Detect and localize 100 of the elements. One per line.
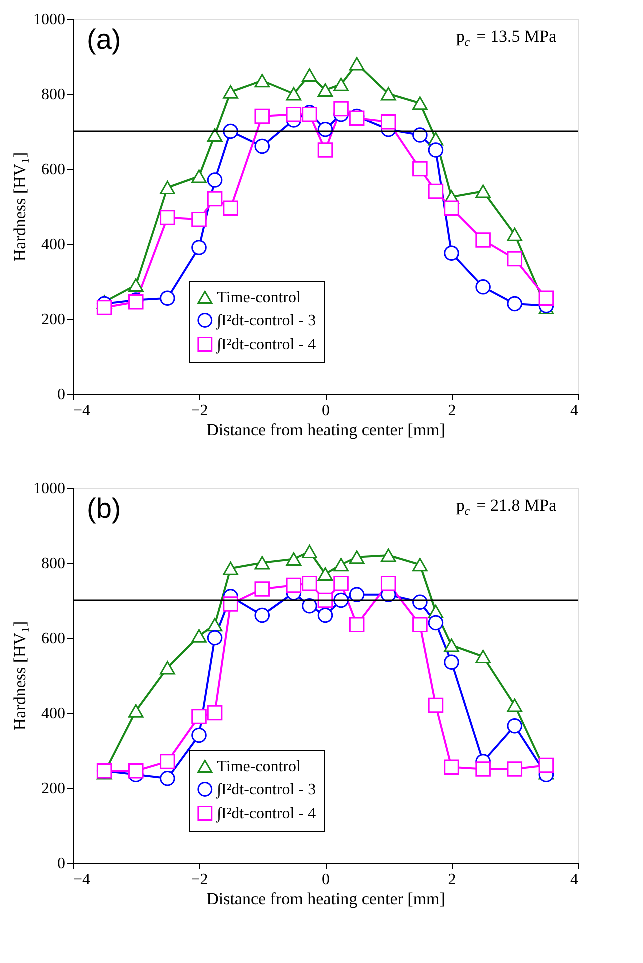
point (507, 718, 523, 734)
point (334, 78, 349, 92)
point (380, 548, 396, 562)
legend-label: ∫I²dt-control - 3 (216, 782, 316, 800)
x-tick-label: −2 (191, 872, 208, 888)
point (334, 101, 349, 117)
point (476, 762, 491, 777)
point (286, 552, 302, 566)
point (207, 630, 223, 646)
point (128, 763, 144, 779)
point (192, 240, 207, 256)
point (476, 279, 491, 295)
point (507, 251, 523, 267)
point (444, 638, 460, 652)
point (302, 598, 318, 614)
point (318, 608, 334, 624)
point (349, 550, 365, 564)
point (128, 704, 144, 718)
point (96, 300, 112, 316)
point (507, 296, 523, 312)
x-tick-label: −4 (74, 402, 91, 420)
y-tick-label: 400 (42, 236, 66, 254)
point (349, 57, 365, 71)
y-tick-label: 400 (42, 706, 66, 722)
y-tick-label: 800 (42, 556, 66, 572)
y-tick-label: 200 (42, 780, 66, 798)
point (444, 760, 460, 776)
point (334, 576, 349, 592)
point (412, 161, 428, 177)
point (444, 200, 460, 216)
point (207, 618, 223, 632)
point (160, 181, 176, 194)
point (507, 698, 523, 712)
point (223, 562, 238, 576)
point (160, 210, 176, 226)
x-tick-label: −4 (74, 872, 91, 888)
point (223, 85, 238, 99)
x-tick-label: 0 (322, 872, 330, 888)
point (254, 582, 270, 597)
x-tick-label: 4 (570, 872, 578, 888)
x-axis-title: Distance from heating center [mm] (206, 420, 446, 440)
point (428, 184, 444, 200)
point (538, 290, 554, 306)
point (192, 170, 207, 184)
point (380, 87, 396, 101)
point (538, 758, 554, 774)
point (207, 705, 223, 721)
point (476, 650, 491, 664)
point (192, 728, 207, 744)
x-tick-label: 0 (322, 402, 330, 420)
legend-label: Time-control (217, 290, 302, 306)
point (349, 587, 365, 603)
x-tick-label: −2 (191, 402, 208, 420)
point (207, 172, 223, 188)
point (254, 74, 270, 88)
point (254, 556, 270, 570)
point (207, 191, 223, 207)
point (507, 762, 523, 777)
point (160, 661, 176, 675)
point (318, 142, 334, 158)
x-tick-label: 4 (570, 402, 578, 420)
point (444, 654, 460, 670)
point (476, 184, 491, 198)
point (192, 629, 207, 643)
point (254, 138, 270, 154)
y-tick-label: 0 (58, 856, 66, 872)
point (428, 698, 444, 714)
x-tick-label: 2 (448, 872, 456, 888)
point (223, 200, 238, 216)
point (192, 212, 207, 228)
point (160, 290, 176, 306)
point (302, 68, 318, 82)
x-axis-title: Distance from heating center [mm] (206, 890, 446, 908)
y-tick-label: 200 (42, 312, 66, 328)
y-tick-label: 600 (42, 630, 66, 648)
point (507, 228, 523, 242)
point (412, 558, 428, 572)
annotation: (a) (87, 24, 122, 55)
point (286, 578, 302, 594)
point (128, 278, 144, 292)
y-axis-title: Hardness [HV₁] (10, 621, 30, 731)
y-tick-label: 1000 (34, 480, 66, 498)
point (192, 709, 207, 724)
point (380, 576, 396, 592)
y-tick-label: 1000 (34, 12, 66, 28)
legend-label: ∫I²dt-control - 3 (216, 312, 316, 330)
point (254, 108, 270, 124)
point (318, 84, 334, 97)
point (349, 617, 365, 633)
legend-label: ∫I²dt-control - 4 (216, 806, 316, 824)
y-tick-label: 800 (42, 86, 66, 104)
y-tick-label: 0 (58, 386, 66, 404)
point (302, 576, 318, 592)
point (428, 142, 444, 158)
point (444, 246, 460, 262)
point (318, 568, 334, 581)
point (286, 106, 302, 122)
legend-label: Time-control (217, 758, 302, 776)
point (160, 770, 176, 786)
point (428, 615, 444, 631)
